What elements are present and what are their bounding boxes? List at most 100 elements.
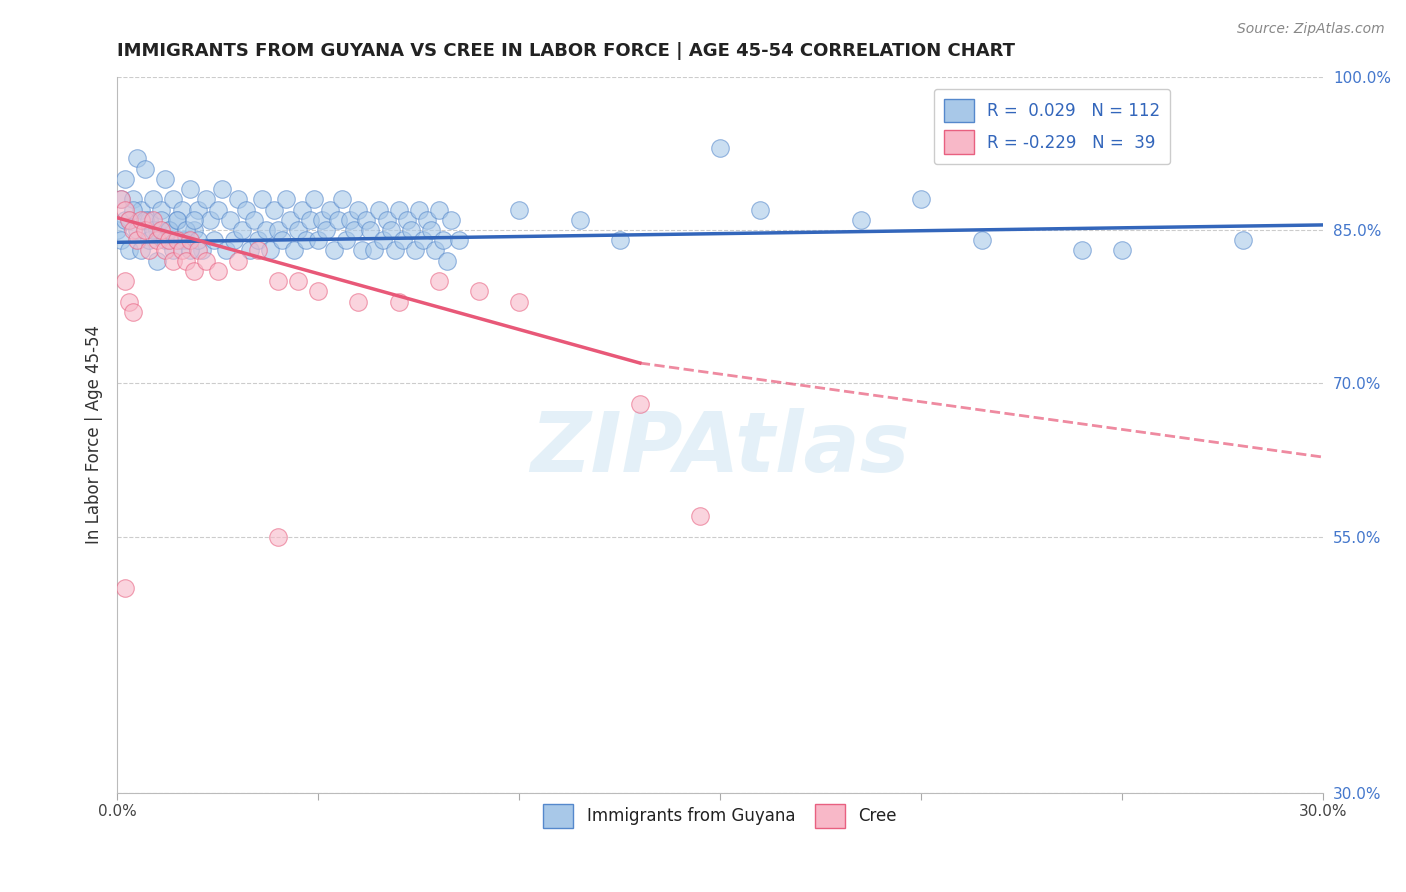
Point — [307, 233, 329, 247]
Point — [114, 202, 136, 217]
Point — [134, 212, 156, 227]
Point — [162, 192, 184, 206]
Point — [246, 244, 269, 258]
Point — [226, 253, 249, 268]
Point — [114, 581, 136, 595]
Point — [138, 212, 160, 227]
Point — [142, 192, 165, 206]
Point — [179, 244, 201, 258]
Text: IMMIGRANTS FROM GUYANA VS CREE IN LABOR FORCE | AGE 45-54 CORRELATION CHART: IMMIGRANTS FROM GUYANA VS CREE IN LABOR … — [117, 42, 1015, 60]
Point — [508, 294, 530, 309]
Point — [412, 233, 434, 247]
Point — [295, 233, 318, 247]
Point — [399, 223, 422, 237]
Point — [749, 202, 772, 217]
Point — [267, 274, 290, 288]
Point — [127, 223, 149, 237]
Point — [271, 233, 294, 247]
Point — [138, 244, 160, 258]
Point — [287, 223, 309, 237]
Point — [315, 223, 337, 237]
Point — [155, 244, 177, 258]
Point — [110, 192, 132, 206]
Point — [207, 202, 229, 217]
Point — [267, 223, 290, 237]
Point — [709, 141, 731, 155]
Point — [166, 212, 188, 227]
Point — [127, 233, 149, 247]
Point — [215, 244, 238, 258]
Point — [347, 294, 370, 309]
Point — [166, 233, 188, 247]
Point — [150, 223, 173, 237]
Point — [127, 152, 149, 166]
Point — [122, 305, 145, 319]
Point — [1071, 244, 1094, 258]
Point — [330, 192, 353, 206]
Point — [231, 223, 253, 237]
Point — [419, 223, 441, 237]
Point — [202, 233, 225, 247]
Point — [328, 212, 350, 227]
Point — [423, 244, 446, 258]
Point — [447, 233, 470, 247]
Point — [122, 223, 145, 237]
Point — [311, 212, 333, 227]
Point — [568, 212, 591, 227]
Point — [427, 202, 450, 217]
Point — [1111, 244, 1133, 258]
Point — [263, 202, 285, 217]
Point — [432, 233, 454, 247]
Point — [118, 294, 141, 309]
Point — [194, 253, 217, 268]
Point — [222, 233, 245, 247]
Point — [339, 212, 361, 227]
Point — [250, 192, 273, 206]
Point — [254, 223, 277, 237]
Point — [159, 233, 181, 247]
Point — [198, 212, 221, 227]
Point — [363, 244, 385, 258]
Point — [218, 212, 240, 227]
Point — [170, 202, 193, 217]
Point — [142, 223, 165, 237]
Point — [183, 223, 205, 237]
Legend: Immigrants from Guyana, Cree: Immigrants from Guyana, Cree — [537, 797, 904, 834]
Point — [391, 233, 413, 247]
Point — [170, 244, 193, 258]
Point — [174, 233, 197, 247]
Point — [118, 212, 141, 227]
Point — [187, 244, 209, 258]
Point — [183, 264, 205, 278]
Point — [146, 233, 169, 247]
Point — [291, 202, 314, 217]
Point — [278, 212, 301, 227]
Point — [352, 244, 374, 258]
Point — [609, 233, 631, 247]
Point — [150, 202, 173, 217]
Point — [287, 274, 309, 288]
Point — [110, 233, 132, 247]
Point — [159, 223, 181, 237]
Point — [142, 212, 165, 227]
Point — [319, 202, 342, 217]
Point — [628, 397, 651, 411]
Point — [468, 285, 491, 299]
Point — [207, 264, 229, 278]
Point — [323, 244, 346, 258]
Point — [162, 244, 184, 258]
Point — [194, 192, 217, 206]
Point — [114, 274, 136, 288]
Point — [131, 244, 153, 258]
Point — [274, 192, 297, 206]
Point — [134, 223, 156, 237]
Point — [134, 161, 156, 176]
Point — [243, 212, 266, 227]
Point — [150, 212, 173, 227]
Y-axis label: In Labor Force | Age 45-54: In Labor Force | Age 45-54 — [86, 325, 103, 544]
Point — [388, 202, 411, 217]
Point — [170, 233, 193, 247]
Point — [384, 244, 406, 258]
Point — [367, 202, 389, 217]
Point — [187, 233, 209, 247]
